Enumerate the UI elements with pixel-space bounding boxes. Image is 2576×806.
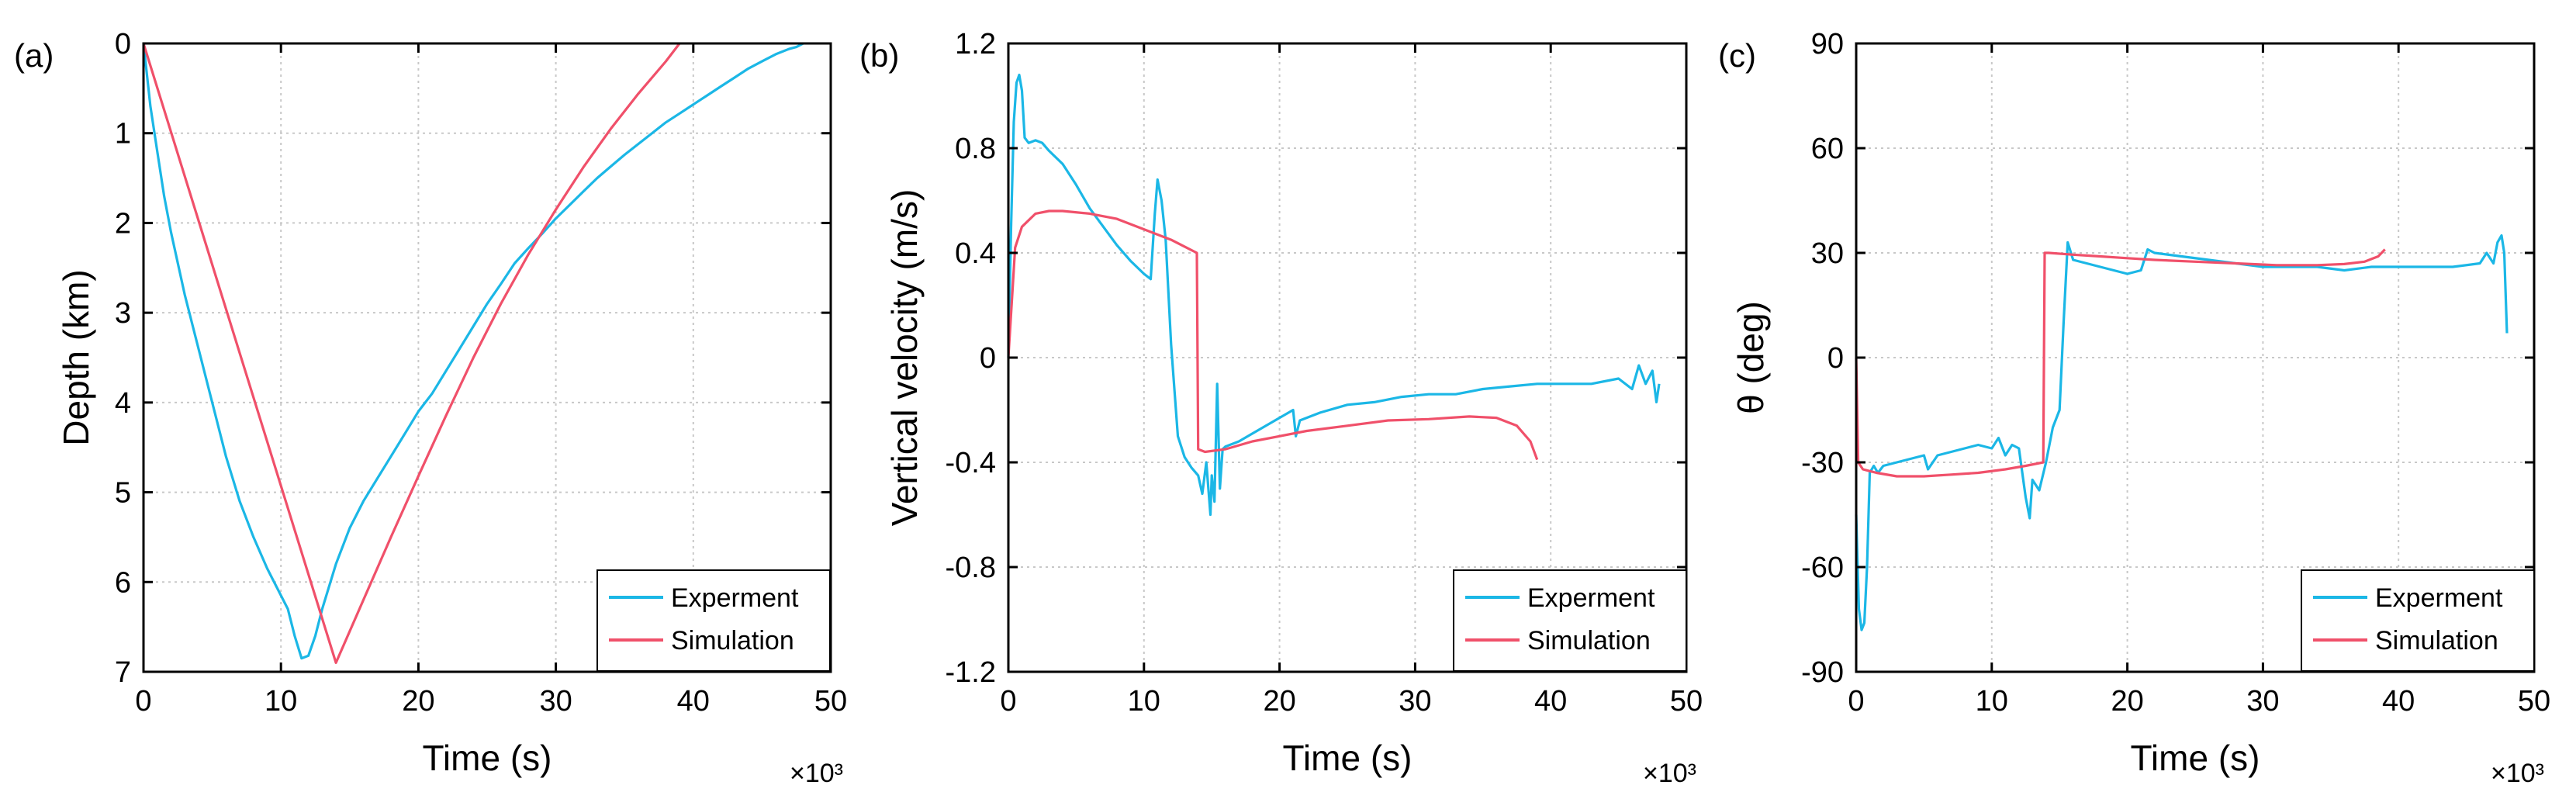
x-tick-label: 10: [265, 685, 297, 718]
legend-label-experiment-c: Experment: [2375, 583, 2503, 613]
x-tick-label: 40: [2382, 685, 2415, 718]
x-tick-label: 10: [1976, 685, 2008, 718]
panel-a: 0 10 20 30 40 50 0 1 2 3 4 5 6 7 (a) Time (s) ×10³ De…: [14, 28, 847, 788]
x-multiplier-a: ×10³: [790, 759, 843, 788]
legend-b: Experment Simulation: [1453, 569, 1687, 672]
grid-b: [1008, 43, 1686, 672]
x-tick-label: 20: [402, 685, 434, 718]
y-tick-label: 2: [115, 207, 131, 240]
legend-label-experiment-a: Experment: [671, 583, 799, 613]
series-line-experiment: [142, 42, 804, 660]
y-tick-label: 30: [1811, 237, 1844, 270]
panel-c: 0 10 20 30 40 50 -90 -60 -30 0 30 60 90 (c) Time (s)…: [1718, 28, 2550, 788]
x-tick-label: 50: [814, 685, 847, 718]
series-line-simulation: [1855, 248, 2386, 478]
legend-label-simulation-b: Simulation: [1527, 626, 1651, 656]
legend-a: Experment Simulation: [596, 569, 831, 672]
x-tick-label: 30: [1399, 685, 1431, 718]
y-tick-label: -0.4: [946, 447, 996, 479]
x-tick-label: 40: [677, 685, 710, 718]
y-tick-label: 3: [115, 297, 131, 330]
panel-label-b: (b): [859, 37, 899, 74]
x-tick-label: 30: [539, 685, 572, 718]
y-tick-label: 0.4: [955, 237, 996, 270]
y-tick-label: 1: [115, 118, 131, 150]
panel-b: 0 10 20 30 40 50 -1.2 -0.8 -0.4 0 0.4 0.8 1.2 (b) Ti…: [859, 28, 1703, 788]
series-line-simulation: [1007, 209, 1539, 461]
x-tick-label: 10: [1128, 685, 1160, 718]
ticks-b: 0 10 20 30 40 50 -1.2 -0.8 -0.4 0 0.4 0.8 1.2: [946, 28, 1703, 718]
legend-label-experiment-b: Experment: [1527, 583, 1655, 613]
legend-box-b: [1453, 569, 1687, 672]
x-tick-label: 20: [2111, 685, 2143, 718]
grid-c: [1856, 43, 2534, 672]
x-tick-label: 0: [1848, 685, 1864, 718]
x-axis-label-b: Time (s): [1283, 738, 1412, 778]
series-b: [1007, 73, 1661, 517]
y-axis-label-a: Depth (km): [56, 269, 96, 445]
x-tick-label: 0: [1000, 685, 1016, 718]
legend-box-c: [2301, 569, 2535, 672]
x-multiplier-c: ×10³: [2491, 759, 2544, 788]
x-tick-label: 50: [1670, 685, 1703, 718]
x-tick-label: 20: [1263, 685, 1295, 718]
series-line-simulation: [142, 43, 681, 665]
x-axis-label-c: Time (s): [2131, 738, 2260, 778]
panel-label-c: (c): [1718, 37, 1756, 74]
y-tick-label: 60: [1811, 133, 1844, 165]
plot-frame-a: [142, 42, 832, 673]
panel-label-a: (a): [14, 37, 54, 74]
y-tick-label: -1.2: [946, 656, 996, 689]
series-line-experiment: [1855, 233, 2509, 631]
legend-c: Experment Simulation: [2301, 569, 2535, 672]
ticks-c: 0 10 20 30 40 50 -90 -60 -30 0 30 60 90: [1801, 28, 2550, 718]
x-tick-label: 0: [135, 685, 151, 718]
y-tick-label: -0.8: [946, 552, 996, 584]
x-multiplier-b: ×10³: [1643, 759, 1696, 788]
x-tick-label: 30: [2246, 685, 2279, 718]
y-tick-label: -90: [1801, 656, 1844, 689]
legend-label-simulation-c: Simulation: [2375, 626, 2498, 656]
y-axis-label-c: θ (deg): [1731, 301, 1771, 414]
ticks-a: 0 10 20 30 40 50 0 1 2 3 4 5 6 7: [115, 28, 847, 718]
x-tick-label: 40: [1534, 685, 1567, 718]
y-tick-label: -30: [1801, 447, 1844, 479]
series-a: [142, 42, 804, 665]
series-c: [1855, 233, 2509, 631]
y-tick-label: 0: [1827, 342, 1844, 375]
y-tick-label: 6: [115, 566, 131, 599]
y-tick-label: 7: [115, 656, 131, 689]
legend-box-a: [596, 569, 831, 672]
y-tick-label: 90: [1811, 28, 1844, 61]
y-tick-label: 5: [115, 477, 131, 510]
y-axis-label-b: Vertical velocity (m/s): [884, 189, 925, 527]
y-tick-label: 0.8: [955, 133, 996, 165]
y-tick-label: 1.2: [955, 28, 996, 61]
y-tick-label: 4: [115, 387, 131, 420]
x-tick-label: 50: [2518, 685, 2550, 718]
series-line-experiment: [1007, 73, 1661, 517]
y-tick-label: 0: [115, 28, 131, 61]
y-tick-label: 0: [980, 342, 996, 375]
legend-label-simulation-a: Simulation: [671, 626, 794, 656]
x-axis-label-a: Time (s): [423, 738, 552, 778]
y-tick-label: -60: [1801, 552, 1844, 584]
